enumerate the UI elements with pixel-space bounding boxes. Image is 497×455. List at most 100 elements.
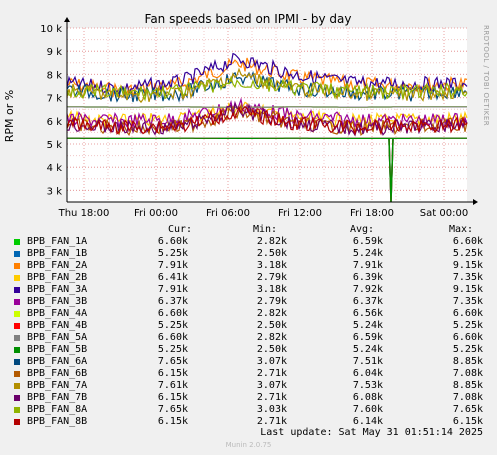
legend-series-name: BPB_FAN_7B xyxy=(27,392,88,403)
y-tick-label: 8 k xyxy=(47,70,63,81)
series-line-BPB_FAN_7B xyxy=(66,101,468,137)
series-line-BPB_FAN_8B xyxy=(66,105,468,136)
legend-max: 5.25k xyxy=(452,248,483,259)
legend-swatch xyxy=(14,239,20,245)
legend-avg: 6.59k xyxy=(352,236,383,247)
legend-row: BPB_FAN_5B 5.25k 2.50k 5.24k 5.25k xyxy=(0,344,497,356)
legend-min: 3.07k xyxy=(256,356,287,367)
legend-swatch xyxy=(14,407,20,413)
legend-row: BPB_FAN_1A 6.60k 2.82k 6.59k 6.60k xyxy=(0,236,497,248)
legend-row: BPB_FAN_4B 5.25k 2.50k 5.24k 5.25k xyxy=(0,320,497,332)
legend-max: 5.25k xyxy=(452,320,483,331)
legend-min: 2.82k xyxy=(256,332,287,343)
legend-cur: 6.15k xyxy=(157,416,188,427)
legend-min: 3.18k xyxy=(256,284,287,295)
legend-cur: 6.41k xyxy=(157,272,188,283)
legend-cur: 7.91k xyxy=(157,284,188,295)
fan-speed-chart: Fan speeds based on IPMI - by day RPM or… xyxy=(3,12,490,219)
legend-series-name: BPB_FAN_8A xyxy=(27,404,88,415)
y-tick-label: 6 k xyxy=(47,117,63,128)
grid xyxy=(67,27,467,202)
legend-row: BPB_FAN_5A 6.60k 2.82k 6.59k 6.60k xyxy=(0,332,497,344)
legend-min: 2.82k xyxy=(256,236,287,247)
legend-min: 3.07k xyxy=(256,380,287,391)
legend-avg: 5.24k xyxy=(352,248,383,259)
legend-swatch xyxy=(14,311,20,317)
legend-avg: 6.56k xyxy=(352,308,383,319)
legend-header-min: Min: xyxy=(253,224,278,235)
y-tick-label: 10 k xyxy=(40,24,62,35)
legend-cur: 7.61k xyxy=(157,380,188,391)
legend-swatch xyxy=(14,359,20,365)
series-layer xyxy=(66,52,468,203)
legend-swatch xyxy=(14,287,20,293)
legend-series-name: BPB_FAN_5B xyxy=(27,344,88,355)
legend-avg: 6.59k xyxy=(352,332,383,343)
legend-max: 7.35k xyxy=(452,272,483,283)
legend-max: 9.15k xyxy=(452,284,483,295)
legend-cur: 6.60k xyxy=(157,236,188,247)
legend-max: 6.60k xyxy=(452,308,483,319)
legend-series-name: BPB_FAN_4B xyxy=(27,320,88,331)
legend-max: 7.08k xyxy=(452,368,483,379)
legend-min: 2.50k xyxy=(256,248,287,259)
legend-avg: 6.14k xyxy=(352,416,383,427)
legend-row: BPB_FAN_7A 7.61k 3.07k 7.53k 8.85k xyxy=(0,380,497,392)
legend-max: 9.15k xyxy=(452,260,483,271)
legend-cur: 5.25k xyxy=(157,248,188,259)
legend-header-max: Max: xyxy=(449,224,474,235)
legend-series-name: BPB_FAN_7A xyxy=(27,380,88,391)
legend-max: 8.85k xyxy=(452,380,483,391)
legend-max: 6.60k xyxy=(452,236,483,247)
legend-swatch xyxy=(14,371,20,377)
legend-row: BPB_FAN_4A 6.60k 2.82k 6.56k 6.60k xyxy=(0,308,497,320)
legend-max: 7.35k xyxy=(452,296,483,307)
legend-cur: 6.60k xyxy=(157,308,188,319)
legend-cur: 7.65k xyxy=(157,356,188,367)
legend-avg: 5.24k xyxy=(352,320,383,331)
legend-min: 3.18k xyxy=(256,260,287,271)
x-ticks: Thu 18:00 Fri 00:00 Fri 06:00 Fri 12:00 Fri … xyxy=(58,208,469,219)
legend-max: 7.08k xyxy=(452,392,483,403)
legend-avg: 6.04k xyxy=(352,368,383,379)
chart-title: Fan speeds based on IPMI - by day xyxy=(145,12,352,26)
legend-row: BPB_FAN_1B 5.25k 2.50k 5.24k 5.25k xyxy=(0,248,497,260)
y-tick-label: 5 k xyxy=(47,140,63,151)
legend-min: 2.50k xyxy=(256,344,287,355)
legend-row: BPB_FAN_3B 6.37k 2.79k 6.37k 7.35k xyxy=(0,296,497,308)
legend-max: 7.65k xyxy=(452,404,483,415)
legend-min: 2.71k xyxy=(256,368,287,379)
legend-series-name: BPB_FAN_1B xyxy=(27,248,88,259)
legend-header-avg: Avg: xyxy=(350,224,375,235)
legend-row: BPB_FAN_7B 6.15k 2.71k 6.08k 7.08k xyxy=(0,392,497,404)
legend-min: 2.71k xyxy=(256,416,287,427)
y-axis-arrow xyxy=(64,17,70,22)
legend-min: 2.82k xyxy=(256,308,287,319)
legend-cur: 6.15k xyxy=(157,368,188,379)
legend-header: Cur: Min: Avg: Max: xyxy=(0,224,497,236)
legend-swatch xyxy=(14,251,20,257)
legend-cur: 6.37k xyxy=(157,296,188,307)
legend-row: BPB_FAN_8B 6.15k 2.71k 6.14k 6.15k xyxy=(0,416,497,428)
series-line-BPB_FAN_8A xyxy=(66,75,468,102)
legend-min: 2.50k xyxy=(256,320,287,331)
legend-row: BPB_FAN_6B 6.15k 2.71k 6.04k 7.08k xyxy=(0,368,497,380)
legend-swatch xyxy=(14,395,20,401)
legend-swatch xyxy=(14,263,20,269)
y-ticks: 3 k 4 k 5 k 6 k 7 k 8 k 9 k 10 k xyxy=(40,24,62,197)
legend-series-name: BPB_FAN_2B xyxy=(27,272,88,283)
legend-series-name: BPB_FAN_3B xyxy=(27,296,88,307)
munin-version: Munin 2.0.75 xyxy=(225,441,272,449)
legend-avg: 7.92k xyxy=(352,284,383,295)
x-tick-label: Fri 00:00 xyxy=(134,208,178,219)
legend-series-name: BPB_FAN_6B xyxy=(27,368,88,379)
legend-avg: 5.24k xyxy=(352,344,383,355)
legend-cur: 5.25k xyxy=(157,320,188,331)
legend-cur: 7.65k xyxy=(157,404,188,415)
x-axis-arrow xyxy=(473,199,478,205)
x-tick-label: Thu 18:00 xyxy=(58,208,110,219)
legend-row: BPB_FAN_6A 7.65k 3.07k 7.51k 8.85k xyxy=(0,356,497,368)
rrdtool-label: RRDTOOL / TOBI OETIKER xyxy=(482,25,490,126)
legend-cur: 7.91k xyxy=(157,260,188,271)
legend-cur: 6.60k xyxy=(157,332,188,343)
